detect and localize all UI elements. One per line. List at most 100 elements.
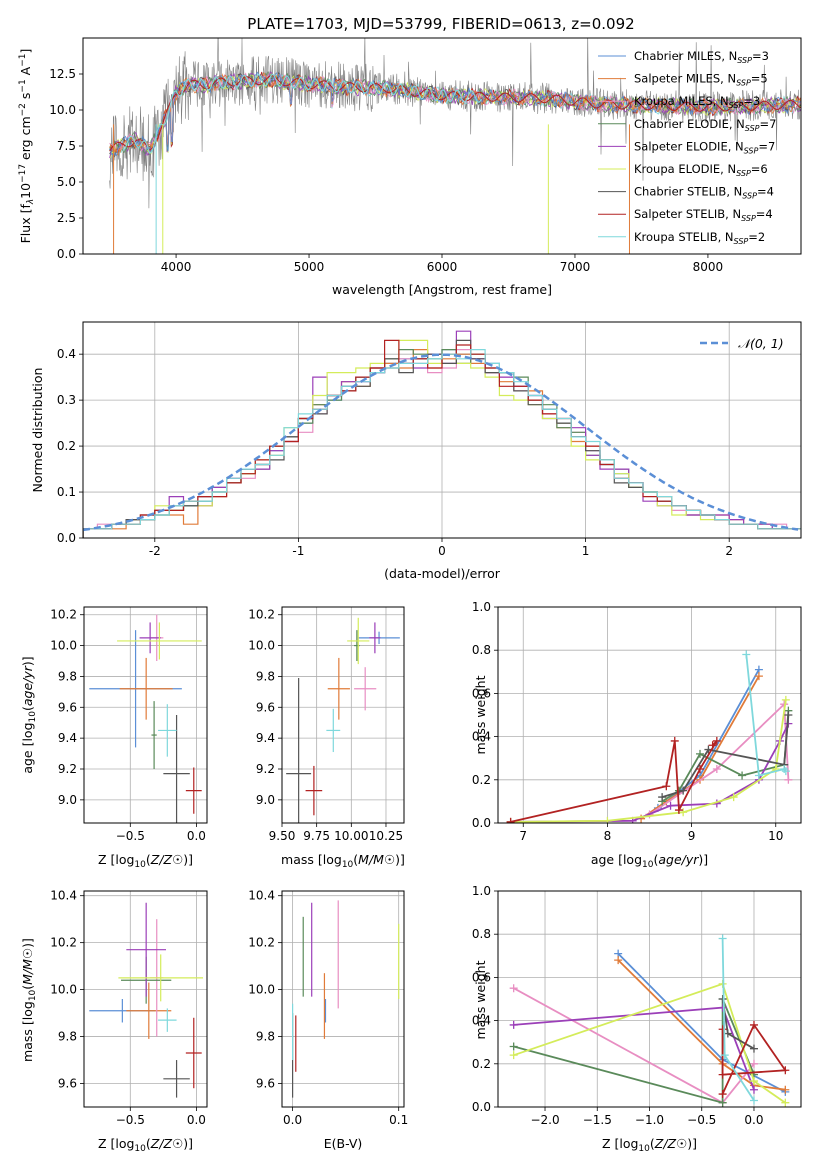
mass-weight-line xyxy=(657,669,760,809)
data-point-marker xyxy=(754,672,763,681)
data-point-marker xyxy=(718,1070,727,1079)
data-point-marker xyxy=(506,817,515,823)
axes-frame xyxy=(497,606,802,824)
axes-frame xyxy=(83,890,208,1108)
x-axis-label: Z [log10(Z/Z☉)] xyxy=(98,1136,193,1154)
y-tick-label: 0.2 xyxy=(472,773,491,787)
data-point-marker xyxy=(696,749,704,758)
y-tick-label: 9.2 xyxy=(256,762,275,776)
x-axis-label: (data-model)/error xyxy=(384,566,501,581)
data-point-marker xyxy=(712,736,721,745)
data-point-marker xyxy=(781,695,790,704)
y-tick-label: 9.8 xyxy=(58,1030,77,1044)
data-point-marker xyxy=(749,1085,758,1094)
x-tick-label: 2 xyxy=(725,544,733,558)
data-point-marker xyxy=(718,995,727,1003)
data-point-marker xyxy=(679,786,688,795)
y-tick-label: 10.0 xyxy=(50,639,77,653)
y-tick-label: 9.8 xyxy=(58,669,77,683)
age-vs-metallicity-plot: −0.5 0.0 9.0 9.2 9.4 9.6 9.8 10.0 10.2 Z [log10(Z… xyxy=(20,606,208,870)
y-tick-label: 1.0 xyxy=(472,600,491,614)
plot-area xyxy=(109,38,801,254)
x-axis-label: wavelength [Angstrom, rest frame] xyxy=(332,282,552,297)
data-point-marker xyxy=(720,1051,729,1060)
mass-vs-ebv-plot: 0.0 0.1 9.6 9.8 10.0 10.2 10.4 E(B-V) xyxy=(248,889,408,1151)
data-point-marker xyxy=(679,808,688,817)
spectrum-plot: 4000 5000 6000 7000 8000 0.0 2.5 5.0 7.5 10.0 12.5… xyxy=(18,37,802,297)
mass-weight-line xyxy=(513,1006,755,1091)
y-tick-label: 9.6 xyxy=(256,700,275,714)
y-tick-label: 10.2 xyxy=(248,608,275,622)
x-tick-label: −2.0 xyxy=(530,1113,559,1127)
plot-area xyxy=(83,330,801,538)
x-tick-label: 7 xyxy=(519,829,527,843)
axes-frame xyxy=(281,606,405,824)
plot-area xyxy=(89,902,204,1098)
data-point-marker xyxy=(729,793,738,802)
x-tick-label: 1 xyxy=(582,544,590,558)
model-spectrum-line xyxy=(122,73,482,154)
model-spectrum-line xyxy=(109,71,801,157)
y-tick-label: 10.2 xyxy=(248,936,275,950)
histogram-series xyxy=(83,349,801,538)
x-tick-label: 5000 xyxy=(294,260,325,274)
data-point-marker xyxy=(718,934,727,943)
y-tick-label: 0.0 xyxy=(57,531,76,545)
y-tick-label: 0.8 xyxy=(472,643,491,657)
y-axis-label: mass [log10(M/M☉)] xyxy=(20,938,38,1062)
legend-entry: Chabrier ELODIE, NSSP=7 xyxy=(634,117,776,133)
x-tick-label: 7000 xyxy=(560,260,591,274)
mass-weight-line xyxy=(661,714,790,798)
legend-entry: Kroupa ELODIE, NSSP=6 xyxy=(634,162,768,178)
data-point-marker xyxy=(509,1020,518,1029)
y-tick-label: 0.2 xyxy=(57,439,76,453)
y-tick-label: 10.0 xyxy=(50,983,77,997)
mass-weight-line xyxy=(745,654,787,777)
x-axis-label: E(B-V) xyxy=(324,1136,363,1151)
data-point-marker xyxy=(749,1096,758,1105)
x-axis-label: age [log10(age/yr)] xyxy=(591,852,708,870)
x-tick-label: 10 xyxy=(768,829,783,843)
y-axis-label: Normed distribution xyxy=(30,368,45,493)
y-tick-label: 10.0 xyxy=(248,639,275,653)
data-point-marker xyxy=(712,765,721,773)
y-axis-label: mass weight xyxy=(473,960,488,1039)
legend-entry: Kroupa MILES, NSSP=3 xyxy=(634,94,760,110)
data-point-marker xyxy=(742,650,751,659)
y-tick-label: 0.2 xyxy=(472,1057,491,1071)
y-tick-label: 0.0 xyxy=(472,1100,491,1114)
y-tick-label: 9.8 xyxy=(256,669,275,683)
x-tick-label: 4000 xyxy=(161,260,192,274)
data-point-marker xyxy=(718,1098,727,1107)
plot-area xyxy=(292,900,400,1098)
mass-weight-line xyxy=(513,982,786,1104)
y-tick-label: 7.5 xyxy=(57,139,76,153)
histogram-series xyxy=(83,339,801,538)
legend-entry: Chabrier STELIB, NSSP=4 xyxy=(634,185,774,201)
mass-weight-line xyxy=(661,710,790,803)
y-tick-label: 9.0 xyxy=(58,793,77,807)
y-tick-label: 9.8 xyxy=(256,1030,275,1044)
x-tick-label: 0.1 xyxy=(389,1113,408,1127)
data-point-marker xyxy=(666,801,675,810)
data-point-marker xyxy=(614,956,623,965)
axes-frame xyxy=(83,606,208,824)
y-tick-label: 0.6 xyxy=(472,686,491,700)
y-tick-label: 9.6 xyxy=(58,1077,77,1091)
data-point-marker xyxy=(749,1059,758,1068)
plot-area xyxy=(509,934,790,1107)
y-tick-label: 10.0 xyxy=(49,103,76,117)
mass-vs-metallicity-plot: −0.5 0.0 9.6 9.8 10.0 10.2 10.4 Z [log10(Z/Z☉)]… xyxy=(20,889,208,1154)
data-point-marker xyxy=(658,793,667,802)
data-point-marker xyxy=(674,806,683,815)
mass-weight-vs-age-plot: 7 8 9 10 0.0 0.2 0.4 0.6 0.8 1.0 age [log10(age/yr… xyxy=(472,600,802,870)
plot-area xyxy=(506,650,793,823)
x-tick-label: −1.0 xyxy=(635,1113,664,1127)
x-tick-label: 0 xyxy=(438,544,446,558)
data-point-marker xyxy=(696,765,704,773)
data-point-marker xyxy=(509,1051,518,1060)
y-tick-label: 10.2 xyxy=(50,608,77,622)
x-tick-label: 9.75 xyxy=(303,829,330,843)
mass-weight-line xyxy=(721,998,755,1050)
mass-weight-vs-metallicity-plot: −2.0 −1.5 −1.0 −0.5 0.0 0.0 0.2 0.4 0.6 0.8 1.0 Z [… xyxy=(472,884,802,1154)
